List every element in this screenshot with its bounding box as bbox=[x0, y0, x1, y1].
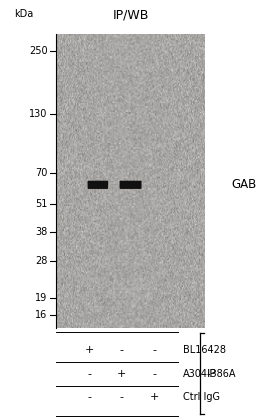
Text: 19: 19 bbox=[35, 293, 47, 303]
FancyBboxPatch shape bbox=[120, 181, 142, 189]
Text: BL16428: BL16428 bbox=[183, 345, 226, 355]
Text: +: + bbox=[150, 392, 159, 402]
Text: 250: 250 bbox=[29, 46, 47, 56]
Text: kDa: kDa bbox=[14, 9, 33, 19]
Text: +: + bbox=[117, 369, 126, 379]
Text: 70: 70 bbox=[35, 168, 47, 178]
Text: A304-386A: A304-386A bbox=[183, 369, 236, 379]
Text: -: - bbox=[152, 345, 156, 355]
Text: IP/WB: IP/WB bbox=[112, 9, 149, 22]
Text: 16: 16 bbox=[35, 310, 47, 320]
Text: -: - bbox=[120, 345, 124, 355]
Text: -: - bbox=[120, 392, 124, 402]
Text: 51: 51 bbox=[35, 199, 47, 209]
Text: -: - bbox=[87, 392, 91, 402]
Text: 38: 38 bbox=[35, 227, 47, 237]
Text: +: + bbox=[84, 345, 94, 355]
Text: 130: 130 bbox=[29, 109, 47, 119]
Text: Ctrl IgG: Ctrl IgG bbox=[183, 392, 220, 402]
Text: -: - bbox=[152, 369, 156, 379]
Text: -: - bbox=[87, 369, 91, 379]
FancyBboxPatch shape bbox=[88, 181, 108, 189]
Text: GABRA4: GABRA4 bbox=[231, 178, 256, 192]
Text: 28: 28 bbox=[35, 256, 47, 266]
Text: IP: IP bbox=[207, 369, 217, 379]
